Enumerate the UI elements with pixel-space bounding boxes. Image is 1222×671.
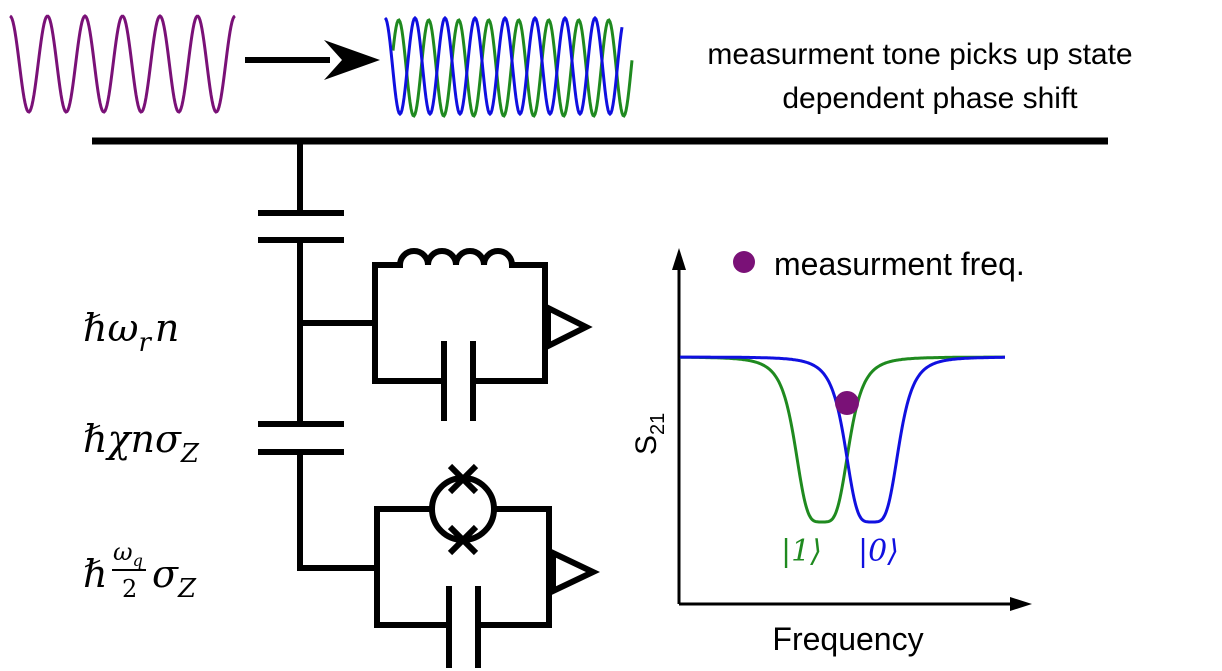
hamiltonian-dispersive-term: ℏχnσZ [83, 417, 200, 469]
x-axis-arrowhead [1010, 597, 1032, 611]
y-axis-label: S21 [630, 413, 669, 455]
inductor-icon [397, 248, 515, 266]
measurement-frequency-dot [835, 391, 859, 415]
svg-text:ℏ: ℏ [83, 552, 107, 596]
s21-curve-state0 [680, 355, 1005, 524]
x-axis-label: Frequency [772, 621, 923, 657]
svg-text:2: 2 [122, 575, 137, 603]
y-axis-arrowhead [672, 248, 686, 270]
hamiltonian-qubit-term: ℏ ωq 2 σZ [83, 538, 197, 604]
svg-text:σZ: σZ [152, 552, 197, 604]
caption-line-1: measurment tone picks up state [707, 38, 1132, 71]
ground-icon [545, 303, 593, 351]
caption-line-2: dependent phase shift [782, 82, 1078, 115]
input-tone-wave [9, 14, 236, 114]
right-arrow-icon [245, 40, 380, 80]
legend-marker [733, 251, 755, 273]
spine-wire-lower [297, 450, 380, 571]
squid-loop [429, 475, 497, 543]
josephson-junction-icon [447, 463, 479, 495]
state1-label: |1⟩ [781, 534, 822, 569]
s21-plot: measurment freq. |1⟩ |0⟩ Frequency S21 [630, 246, 1032, 657]
resonator-lc [372, 248, 593, 421]
ground-icon [550, 548, 600, 596]
output-tone-wave-state0 [383, 15, 624, 117]
josephson-junction-icon [447, 524, 479, 556]
readout-circuit [258, 138, 600, 668]
hamiltonian-resonator-term: ℏωr n [83, 306, 179, 358]
state0-label: |0⟩ [858, 534, 899, 569]
legend-label: measurment freq. [774, 246, 1025, 282]
transmon-qubit [374, 463, 600, 668]
svg-text:ωq: ωq [113, 538, 143, 570]
